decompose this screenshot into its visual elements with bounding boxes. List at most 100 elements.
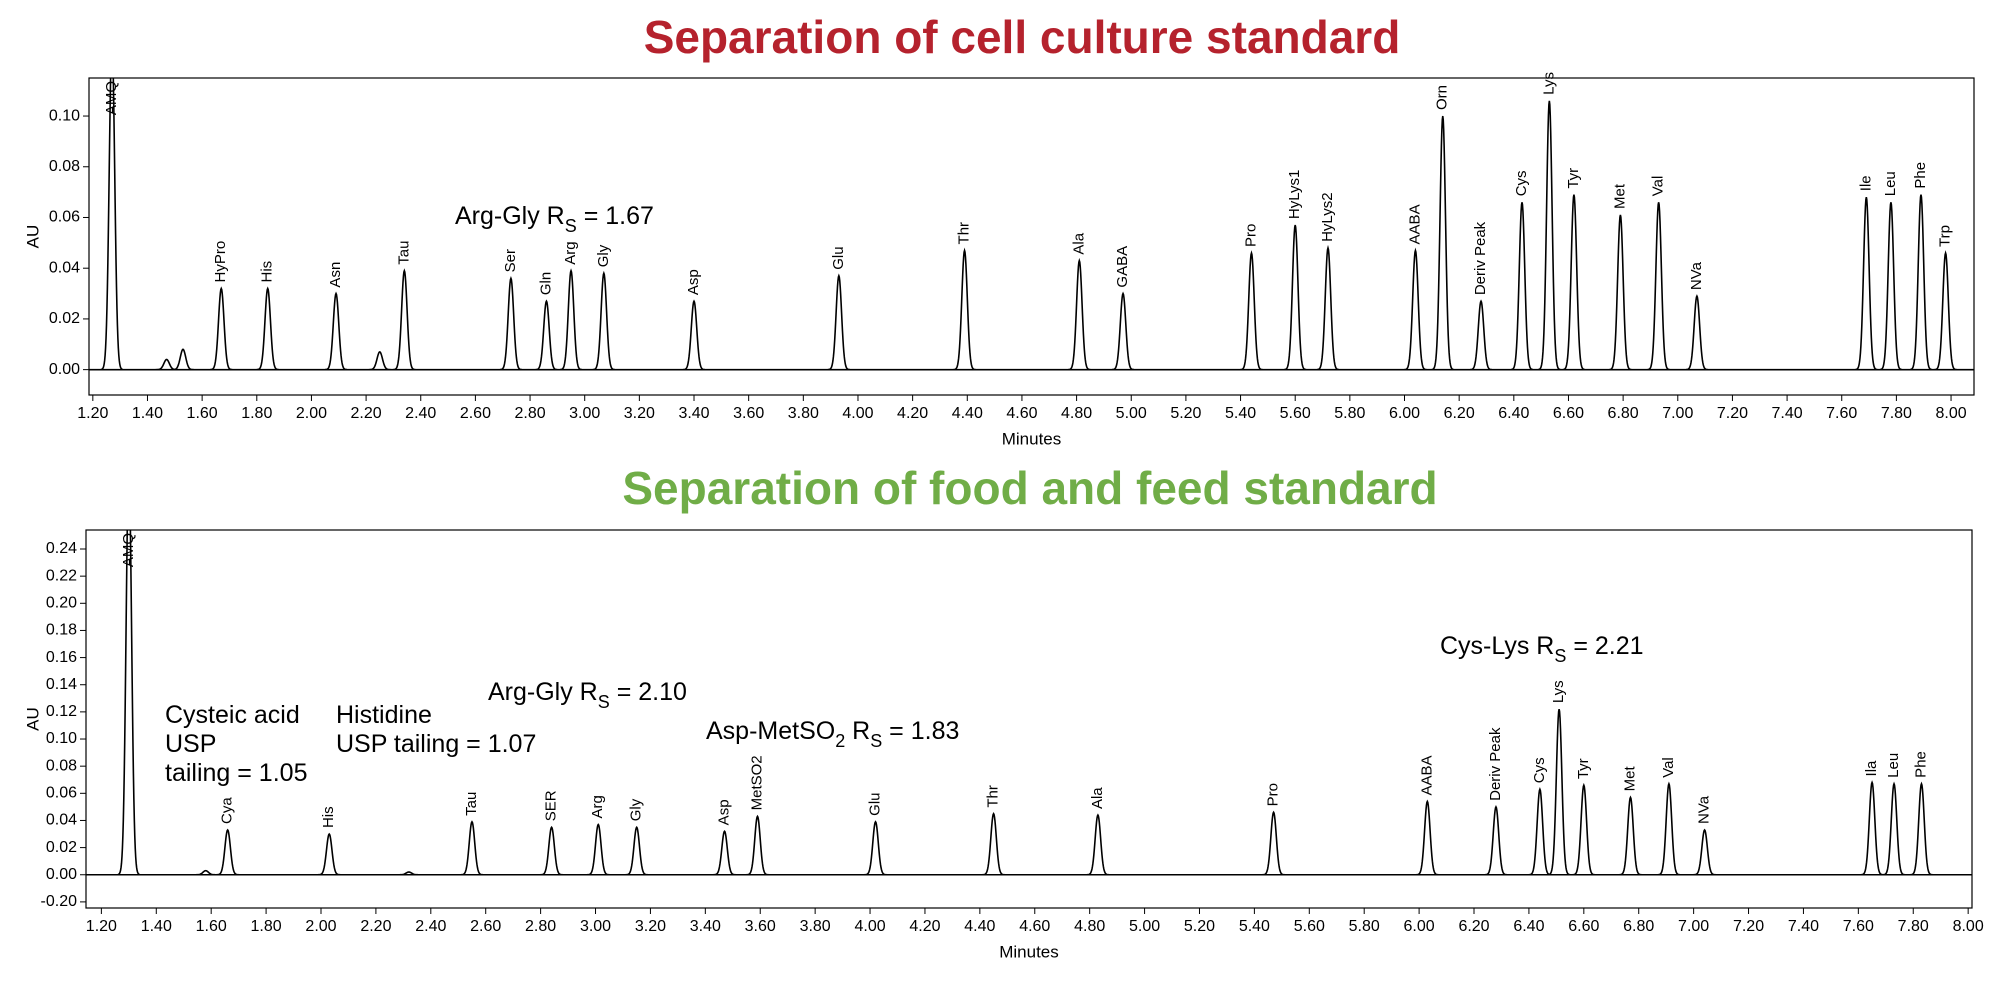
peak-label: Tau: [463, 792, 480, 816]
y-axis-label: AU: [23, 707, 42, 731]
annotation-text: USP: [165, 730, 216, 758]
x-tick-label: 1.60: [187, 405, 218, 422]
x-tick-label: 2.60: [470, 918, 501, 935]
peak: [1609, 214, 1632, 371]
y-tick-label: 0.02: [49, 310, 80, 327]
x-tick-label: 4.60: [1006, 405, 1037, 422]
peak-label: Leu: [1885, 753, 1902, 778]
peak-label: GABA: [1114, 246, 1131, 288]
peak: [1910, 781, 1933, 876]
peak: [1572, 782, 1595, 876]
peak-label: Cys: [1531, 757, 1548, 783]
x-tick-label: 3.20: [624, 405, 655, 422]
annotation: tailing = 1.05: [165, 759, 307, 787]
x-tick-label: 1.20: [77, 405, 108, 422]
x-tick-label: 5.40: [1239, 918, 1270, 935]
x-tick-label: 2.20: [351, 405, 382, 422]
x-tick-label: 6.20: [1444, 405, 1475, 422]
x-tick-label: 6.80: [1623, 918, 1654, 935]
x-tick-label: 5.00: [1116, 405, 1147, 422]
peak-label: Arg: [562, 241, 579, 264]
x-tick-label: 5.40: [1225, 405, 1256, 422]
annotation-text: = 2.21: [1566, 632, 1643, 660]
x-tick-label: 7.20: [1733, 918, 1764, 935]
peak-label: Ala: [1089, 787, 1106, 809]
y-tick-label: 0.14: [46, 676, 77, 693]
peak-label: AMQ: [103, 81, 120, 115]
annotation-text: Arg-Gly R: [455, 202, 565, 230]
x-tick-label: 4.80: [1061, 405, 1092, 422]
annotation-text: Histidine: [336, 701, 432, 729]
peak-label: Orn: [1434, 85, 1451, 110]
y-tick-label: 0.20: [46, 595, 77, 612]
peak: [1861, 780, 1884, 876]
x-axis-label: Minutes: [999, 942, 1059, 961]
peak-label: MetSO2: [748, 755, 765, 810]
y-tick-label: 0.04: [46, 812, 77, 829]
y-tick-label: 0.08: [49, 158, 80, 175]
peak-label: Gly: [595, 244, 612, 267]
x-tick-label: 3.60: [733, 405, 764, 422]
peak-label: Thr: [985, 785, 1002, 808]
peak: [1262, 810, 1285, 876]
annotation-subscript: 2: [835, 731, 845, 751]
peak: [1316, 244, 1339, 371]
x-tick-label: 4.20: [897, 405, 928, 422]
peak-label: HyLys2: [1319, 192, 1336, 241]
peak: [1284, 224, 1307, 371]
peak-label: Trp: [1937, 225, 1954, 247]
y-tick-label: 0.18: [46, 622, 77, 639]
x-tick-label: 6.60: [1553, 405, 1584, 422]
peak-label: Pro: [1265, 783, 1282, 806]
peak-label: SER: [543, 790, 560, 821]
x-tick-label: 3.80: [788, 405, 819, 422]
peak-label: Cya: [219, 797, 236, 824]
x-tick-label: 3.40: [678, 405, 709, 422]
x-tick-label: 7.80: [1881, 405, 1912, 422]
y-tick-label: 0.00: [46, 866, 77, 883]
peak-label: Lys: [1550, 680, 1567, 703]
peak-label: Phe: [1912, 162, 1929, 189]
peak: [1240, 250, 1263, 371]
x-tick-label: 8.00: [1953, 918, 1984, 935]
x-tick-label: 7.00: [1662, 405, 1693, 422]
x-tick-label: 6.00: [1389, 405, 1420, 422]
y-tick-label: 0.10: [46, 730, 77, 747]
x-tick-label: 4.80: [1074, 918, 1105, 935]
annotation-text: = 2.10: [610, 678, 687, 706]
peak: [982, 811, 1005, 876]
peak: [746, 814, 769, 876]
peak-label: NVa: [1688, 261, 1705, 290]
x-tick-label: 2.40: [405, 405, 436, 422]
x-tick-label: 5.00: [1129, 918, 1160, 935]
x-tick-label: 7.20: [1717, 405, 1748, 422]
peak: [1470, 299, 1492, 371]
peak-label: Ser: [502, 249, 519, 272]
x-tick-label: 4.00: [854, 918, 885, 935]
x-tick-label: 7.00: [1678, 918, 1709, 935]
x-tick-label: 7.40: [1772, 405, 1803, 422]
peak-label: Val: [1650, 176, 1667, 197]
peak: [194, 869, 217, 876]
peak: [155, 358, 178, 371]
x-tick-label: 2.80: [525, 918, 556, 935]
y-tick-label: 0.06: [49, 209, 80, 226]
y-tick-label: 0.06: [46, 785, 77, 802]
peak-label: His: [259, 261, 276, 283]
peak: [210, 286, 233, 371]
peak-label: Met: [1611, 183, 1628, 209]
annotation-text: Arg-Gly R: [488, 678, 598, 706]
y-axis-label: AU: [23, 225, 42, 249]
annotation-subscript: S: [1554, 646, 1566, 666]
peak: [827, 273, 850, 371]
x-tick-label: 2.40: [415, 918, 446, 935]
x-tick-label: 7.40: [1788, 918, 1819, 935]
peak-label: Deriv Peak: [1487, 727, 1504, 801]
x-tick-label: 3.40: [690, 918, 721, 935]
x-tick-label: 4.40: [964, 918, 995, 935]
peak: [1657, 781, 1680, 876]
peak: [592, 270, 615, 371]
peak-label: AMQ: [120, 533, 137, 567]
peak-label: Glu: [830, 246, 847, 269]
peak: [1647, 202, 1670, 371]
